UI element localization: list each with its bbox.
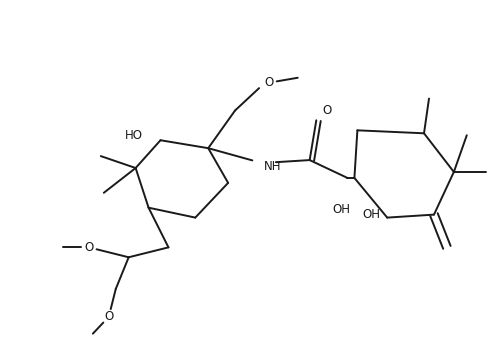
Text: OH: OH [363,208,380,221]
Text: O: O [323,104,332,117]
Text: NH: NH [264,160,281,173]
Text: HO: HO [124,129,142,142]
Text: O: O [104,310,114,323]
Text: O: O [84,241,94,254]
Text: OH: OH [333,203,351,216]
Text: O: O [264,76,273,89]
